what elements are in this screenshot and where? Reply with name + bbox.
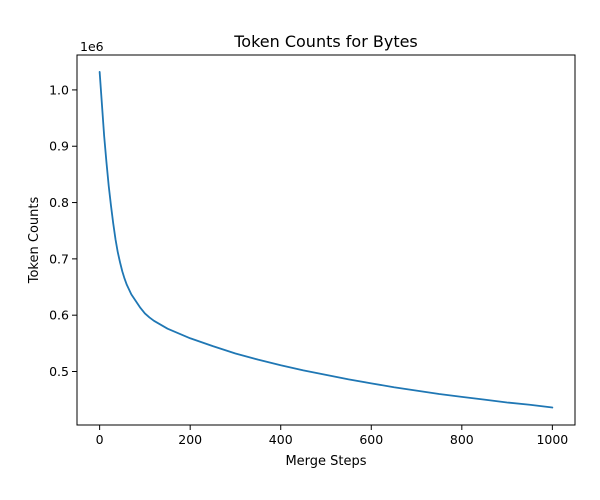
y-axis-label: Token Counts <box>27 197 42 285</box>
y-tick-label: 1.0 <box>49 82 69 97</box>
y-tick-label: 0.8 <box>49 195 69 210</box>
y-tick-label: 0.6 <box>49 308 69 323</box>
y-tick-label: 0.9 <box>49 139 69 154</box>
chart-title: Token Counts for Bytes <box>233 32 418 51</box>
y-tick-label: 0.5 <box>49 364 69 379</box>
series-line <box>98 70 554 409</box>
plot-frame <box>76 54 576 426</box>
x-tick-label: 400 <box>269 432 293 447</box>
y-axis-ticks: 0.5 0.6 0.7 0.8 0.9 1.0 <box>49 82 77 379</box>
x-tick-label: 800 <box>450 432 474 447</box>
x-tick-label: 1000 <box>536 432 568 447</box>
x-axis-label: Merge Steps <box>285 454 366 469</box>
y-offset-label: 1e6 <box>80 39 104 54</box>
x-axis-ticks: 0 200 400 600 800 1000 <box>96 425 568 447</box>
y-tick-label: 0.7 <box>49 251 69 266</box>
x-tick-label: 0 <box>96 432 104 447</box>
x-tick-label: 600 <box>359 432 383 447</box>
x-tick-label: 200 <box>178 432 202 447</box>
plot-series-group <box>98 70 554 409</box>
